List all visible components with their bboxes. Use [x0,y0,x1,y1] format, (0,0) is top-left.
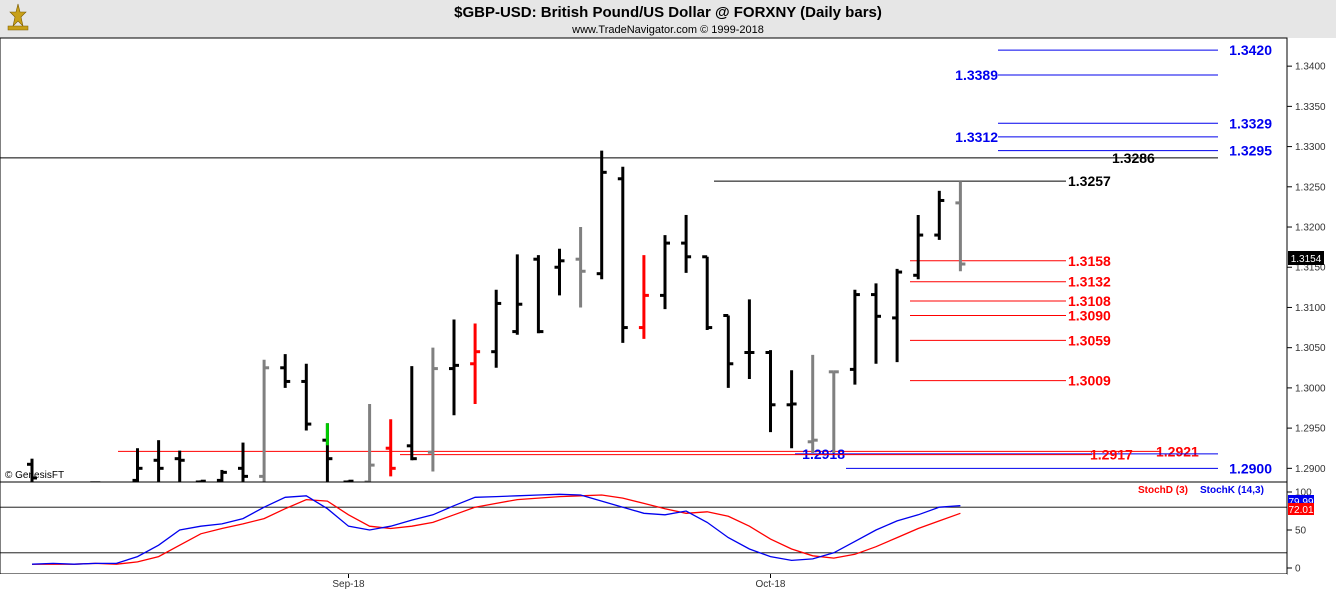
last-price-badge: 1.3154 [1288,251,1324,265]
stochastic-series [31,493,961,565]
ohlc-bar [955,181,966,272]
ohlc-bar [259,359,270,482]
stochd-value: 72.01 [1288,505,1313,516]
chart-subtitle: www.TradeNavigator.com © 1999-2018 [571,24,764,36]
ohlc-bar [554,248,565,296]
price-tick-label: 1.3350 [1295,102,1326,113]
ohlc-bar [512,254,523,335]
stochastic-plot-area [0,481,1288,575]
ohlc-bar [533,255,544,334]
ohlc-bar [132,448,143,482]
stochastic-series-line [32,494,961,565]
x-tick-label: Oct-18 [755,579,785,590]
stochastic-panel: 100 50 0 StochD (3) StochK (14,3) 79.99 72… [0,481,1314,575]
price-tick-label: 1.3200 [1295,223,1326,234]
level-label-1.2917: 1.2917 [1090,447,1133,463]
ohlc-bar [913,214,924,280]
level-label-1.3295: 1.3295 [1229,143,1272,159]
header-bar [0,0,1336,38]
level-label-1.3090: 1.3090 [1068,308,1111,324]
level-label-1.3286: 1.3286 [1112,150,1155,166]
stochastic-tick-label: 0 [1295,564,1301,575]
ohlc-bar [786,370,797,449]
ohlc-bar [427,347,438,472]
price-tick-label: 1.3100 [1295,303,1326,314]
ohlc-bar [702,255,713,330]
legend-stochk: StochK (14,3) [1200,485,1264,496]
level-label-1.3132: 1.3132 [1068,274,1111,290]
ohlc-bar [238,442,248,482]
ohlc-bar [406,366,417,461]
logo-icon [7,3,29,31]
credit-text: © GenesisFT [5,470,64,481]
ohlc-bar [449,319,459,416]
legend-stochd: StochD (3) [1138,485,1188,496]
price-tick-label: 1.3250 [1295,182,1326,193]
ohlc-bar [301,363,312,431]
ohlc-bar [828,370,839,454]
ohlc-bar [744,299,755,380]
ohlc-bar [807,354,818,454]
ohlc-bar [153,440,164,482]
level-label-1.3420: 1.3420 [1229,42,1272,58]
ohlc-bar [892,268,903,363]
stochd-badge: 72.01 [1288,503,1314,516]
ohlc-bar [849,289,860,385]
ohlc-bar [470,323,481,404]
stochk-value: 79.99 [1288,497,1313,508]
ohlc-bar [27,458,37,482]
level-label-1.3312: 1.3312 [955,129,998,145]
ohlc-bar [596,150,607,280]
level-label-1.3059: 1.3059 [1068,332,1111,348]
ohlc-bar [723,314,734,388]
ohlc-bar [660,235,670,310]
level-label-1.2921: 1.2921 [1156,443,1199,459]
level-label-1.3329: 1.3329 [1229,115,1272,131]
price-tick-label: 1.3400 [1295,62,1326,73]
price-tick-label: 1.2950 [1295,424,1326,435]
last-price-label: 1.3154 [1291,254,1322,265]
level-label-1.2900: 1.2900 [1229,460,1272,476]
ohlc-bars [27,150,966,486]
x-tick-label: Sep-18 [332,579,365,590]
stochastic-y-axis: 100 50 0 [1287,488,1312,575]
price-panel: 1.34001.33501.33001.32501.32001.31501.31… [0,37,1326,486]
x-axis-strip [0,574,1287,591]
level-label-1.3009: 1.3009 [1068,373,1111,389]
level-label-1.3108: 1.3108 [1068,293,1111,309]
price-tick-label: 1.3050 [1295,343,1326,354]
stochastic-tick-label: 50 [1295,526,1307,537]
price-tick-label: 1.3000 [1295,383,1326,394]
ohlc-bar [385,419,396,477]
stochastic-series-line [31,493,961,565]
level-label-1.3257: 1.3257 [1068,173,1111,189]
ohlc-bar [280,354,291,388]
price-tick-label: 1.3150 [1295,263,1326,274]
level-label-1.2918: 1.2918 [802,446,845,462]
price-y-axis: 1.34001.33501.33001.32501.32001.31501.31… [1287,62,1326,475]
ohlc-bar [934,190,945,240]
price-tick-label: 1.3300 [1295,142,1326,153]
chart-title: $GBP-USD: British Pound/US Dollar @ FORX… [454,4,882,21]
ohlc-bar [575,227,586,308]
ohlc-bar [174,450,185,482]
ohlc-bar [871,283,881,364]
ohlc-bar [765,350,776,433]
stochastic-tick-label: 100 [1295,488,1312,499]
ohlc-bar [638,255,649,339]
ohlc-bar [617,166,628,343]
ohlc-bar [681,214,692,273]
level-label-1.3158: 1.3158 [1068,253,1111,269]
level-label-1.3389: 1.3389 [955,67,998,83]
ohlc-bar [491,289,502,368]
price-tick-label: 1.2900 [1295,464,1326,475]
ohlc-bar [216,469,227,482]
x-axis: Sep-18 Oct-18 [332,574,786,590]
stochastic-reference-lines [0,506,1287,554]
